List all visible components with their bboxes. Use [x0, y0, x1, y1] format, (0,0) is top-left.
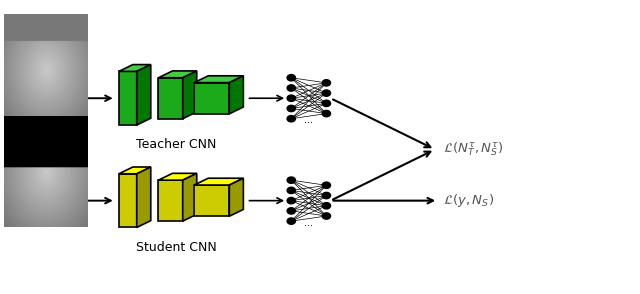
- Polygon shape: [159, 173, 196, 180]
- Polygon shape: [182, 173, 196, 221]
- Polygon shape: [194, 76, 243, 83]
- Polygon shape: [119, 167, 151, 174]
- Circle shape: [287, 116, 296, 122]
- Polygon shape: [119, 71, 137, 125]
- Circle shape: [287, 198, 296, 204]
- Circle shape: [287, 177, 296, 183]
- Circle shape: [322, 100, 330, 106]
- Polygon shape: [229, 76, 243, 114]
- Circle shape: [322, 203, 330, 209]
- Polygon shape: [137, 167, 151, 228]
- Circle shape: [322, 90, 330, 96]
- Circle shape: [287, 85, 296, 91]
- Polygon shape: [159, 78, 182, 119]
- Text: $\mathcal{L}(N_T^\tau, N_S^\tau)$: $\mathcal{L}(N_T^\tau, N_S^\tau)$: [443, 141, 503, 158]
- Polygon shape: [194, 83, 229, 114]
- Circle shape: [287, 95, 296, 101]
- Text: Teacher CNN: Teacher CNN: [136, 138, 216, 151]
- Circle shape: [322, 213, 330, 219]
- Polygon shape: [194, 178, 243, 185]
- Text: $\mathcal{L}(y, N_S)$: $\mathcal{L}(y, N_S)$: [443, 192, 493, 209]
- Text: Student CNN: Student CNN: [136, 240, 217, 254]
- Circle shape: [287, 75, 296, 81]
- Circle shape: [287, 187, 296, 193]
- Circle shape: [287, 105, 296, 112]
- Circle shape: [322, 111, 330, 117]
- Polygon shape: [229, 178, 243, 216]
- Polygon shape: [182, 71, 196, 119]
- Text: ···: ···: [305, 118, 314, 128]
- Polygon shape: [119, 174, 137, 228]
- Polygon shape: [159, 71, 196, 78]
- Polygon shape: [159, 180, 182, 221]
- Circle shape: [322, 80, 330, 86]
- Circle shape: [287, 218, 296, 224]
- Circle shape: [322, 182, 330, 188]
- Polygon shape: [194, 185, 229, 216]
- Text: ···: ···: [305, 221, 314, 231]
- Polygon shape: [119, 65, 151, 71]
- Circle shape: [287, 208, 296, 214]
- Polygon shape: [137, 65, 151, 125]
- Circle shape: [322, 192, 330, 199]
